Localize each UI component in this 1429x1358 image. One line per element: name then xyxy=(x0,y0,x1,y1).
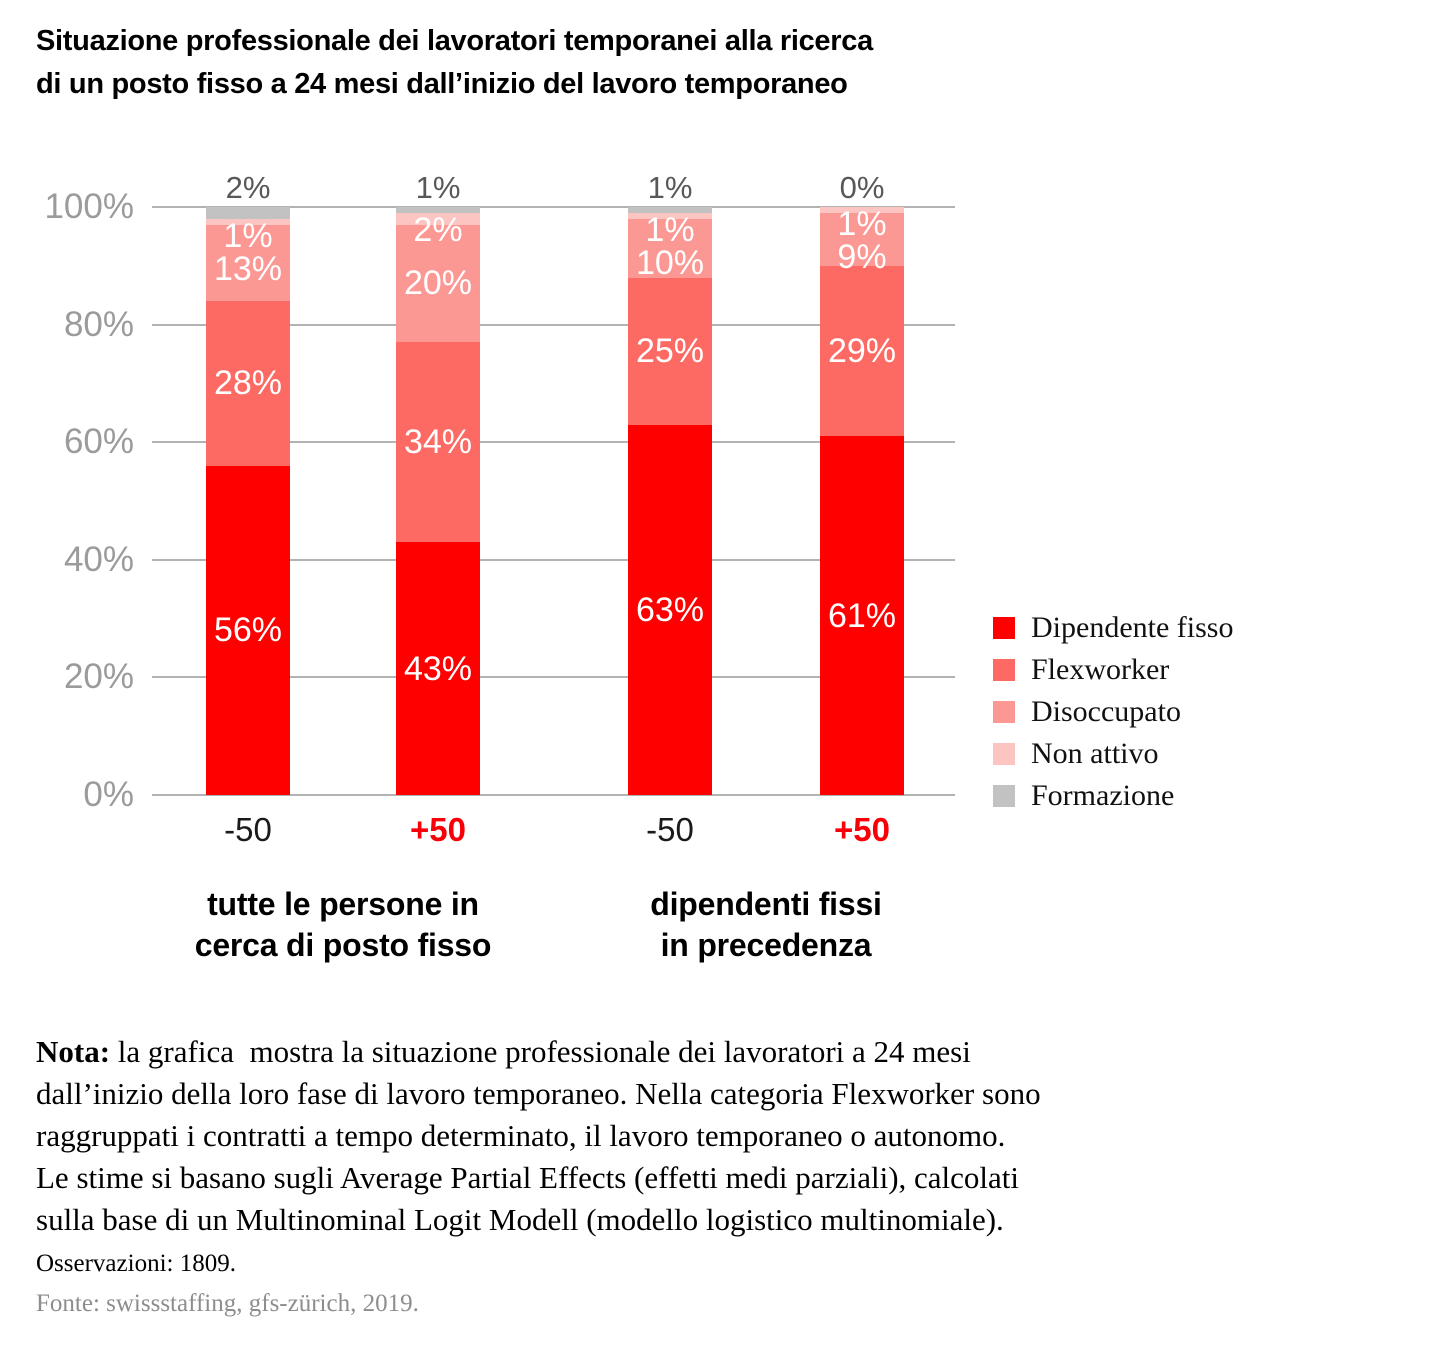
legend-item: Disoccupato xyxy=(993,691,1233,733)
legend-swatch xyxy=(993,785,1015,807)
legend-swatch xyxy=(993,659,1015,681)
bar-segment xyxy=(820,212,904,266)
legend-item: Non attivo xyxy=(993,733,1233,775)
note: Nota: la grafica mostra la situazione pr… xyxy=(36,1031,1406,1241)
group-label: dipendenti fissi in precedenza xyxy=(650,886,882,963)
bar-segment xyxy=(820,207,904,213)
bar-segment xyxy=(396,542,480,795)
x-tick-label: +50 xyxy=(834,811,890,848)
y-tick-label: 100% xyxy=(44,187,134,226)
legend-swatch xyxy=(993,743,1015,765)
bar-segment xyxy=(396,342,480,543)
gridline xyxy=(152,558,955,561)
chart-title: Situazione professionale dei lavoratori … xyxy=(36,25,873,100)
bar-segment xyxy=(820,265,904,437)
legend-label: Formazione xyxy=(1031,779,1175,812)
group-label: tutte le persone in cerca di posto fisso xyxy=(194,886,492,963)
bar-value-label: 34% xyxy=(403,423,473,462)
bar-segment xyxy=(206,301,290,466)
legend: Dipendente fisso Flexworker Disoccupato Non… xyxy=(993,607,1233,817)
x-tick-label: -50 xyxy=(646,811,694,848)
gridline xyxy=(152,794,955,796)
gridline xyxy=(152,676,955,679)
bar-value-label: 0% xyxy=(839,170,885,205)
bar-segment xyxy=(206,207,290,219)
note-body: la grafica mostra la situazione professi… xyxy=(36,1034,1041,1237)
legend-swatch xyxy=(993,701,1015,723)
bar-value-label: 2% xyxy=(413,210,463,249)
x-tick-label: +50 xyxy=(410,811,466,848)
bar-segment xyxy=(628,277,712,425)
bar-segment xyxy=(628,218,712,278)
legend-label: Non attivo xyxy=(1031,737,1159,770)
observations-line: Osservazioni: 1809. xyxy=(36,1250,236,1277)
bar-segment xyxy=(628,424,712,795)
bar-value-label: 56% xyxy=(213,611,283,650)
x-tick-label: -50 xyxy=(224,811,272,848)
y-tick-label: 40% xyxy=(63,539,134,579)
bar-segment xyxy=(820,436,904,795)
bar-value-label: 20% xyxy=(403,264,473,303)
bar-value-label: 13% xyxy=(213,249,283,288)
bar-segment xyxy=(396,207,480,213)
bar-value-label: 29% xyxy=(827,332,897,371)
y-tick-label: 0% xyxy=(83,775,134,814)
note-label: Nota: xyxy=(36,1034,111,1069)
bar-value-label: 61% xyxy=(827,596,897,635)
gridline xyxy=(152,206,955,208)
bar-value-label: 1% xyxy=(415,170,461,205)
gridline xyxy=(152,441,955,444)
legend-item: Dipendente fisso xyxy=(993,607,1233,649)
bar-segment xyxy=(628,212,712,219)
y-tick-label: 80% xyxy=(63,304,134,344)
bar-value-label: 63% xyxy=(635,590,705,629)
bar-value-label: 1% xyxy=(223,216,273,255)
legend-label: Dipendente fisso xyxy=(1031,611,1234,644)
legend-swatch xyxy=(993,617,1015,639)
bar-value-label: 1% xyxy=(645,210,695,249)
bar-value-label: 43% xyxy=(403,649,473,688)
legend-label: Flexworker xyxy=(1031,653,1170,686)
legend-item: Flexworker xyxy=(993,649,1233,691)
bar-segment xyxy=(206,224,290,301)
source-line: Fonte: swissstaffing, gfs-zürich, 2019. xyxy=(36,1290,419,1317)
bar-segment xyxy=(396,224,480,343)
y-tick-label: 60% xyxy=(63,422,134,462)
bar-segment xyxy=(206,218,290,225)
bar-value-label: 9% xyxy=(837,238,887,276)
legend-item: Formazione xyxy=(993,775,1233,817)
bar-value-label: 10% xyxy=(635,243,705,282)
bar-value-label: 1% xyxy=(837,205,887,243)
gridline xyxy=(152,323,955,326)
bar-value-label: 1% xyxy=(647,170,693,205)
legend-label: Disoccupato xyxy=(1031,695,1181,728)
bar-segment xyxy=(206,465,290,795)
bar-segment xyxy=(628,207,712,213)
y-tick-label: 20% xyxy=(63,657,134,697)
bar-segment xyxy=(396,212,480,225)
bar-value-label: 25% xyxy=(635,332,705,371)
bar-value-label: 2% xyxy=(225,170,271,205)
bar-value-label: 28% xyxy=(213,364,283,403)
